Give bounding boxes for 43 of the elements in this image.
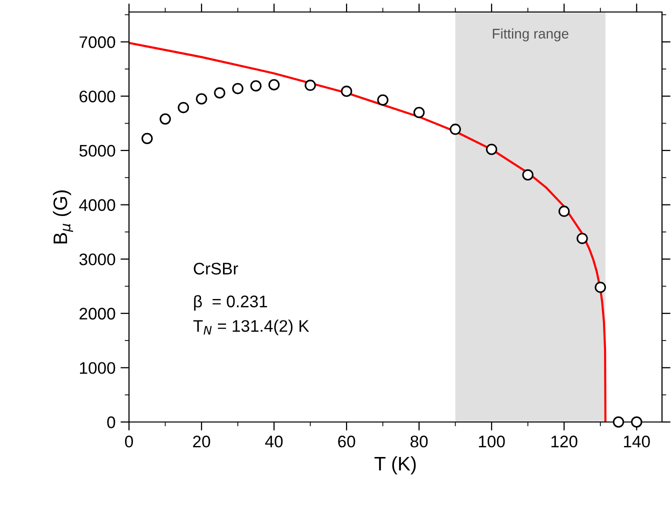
point bbox=[214, 87, 226, 99]
point bbox=[268, 79, 280, 90]
x-tick-label: 60 bbox=[338, 436, 356, 448]
annotation: T$_{N}$ = 131.4(2) K bbox=[193, 320, 310, 336]
line-series bbox=[129, 42, 606, 422]
x-tick-label: 120 bbox=[551, 436, 578, 448]
point bbox=[522, 169, 534, 181]
point bbox=[160, 113, 171, 125]
point bbox=[630, 416, 642, 428]
band-label: Fitting range bbox=[492, 28, 568, 42]
y-tick-label: 5000 bbox=[79, 144, 116, 157]
point bbox=[340, 86, 352, 97]
y-axis-title: B$_{μ}$ (G) bbox=[52, 190, 74, 244]
y-tick-label: 4000 bbox=[79, 199, 116, 211]
point bbox=[413, 106, 425, 118]
annotation: CrSBr bbox=[194, 262, 238, 275]
point bbox=[196, 93, 208, 105]
point bbox=[142, 132, 153, 144]
annotation: β = 0.231 bbox=[194, 295, 268, 311]
point bbox=[232, 82, 244, 94]
point bbox=[612, 416, 624, 428]
point bbox=[576, 232, 588, 244]
point bbox=[558, 206, 570, 217]
point bbox=[178, 102, 190, 114]
y-tick-label: 1000 bbox=[80, 362, 116, 374]
y-tick-label: 2000 bbox=[80, 308, 116, 320]
point bbox=[377, 94, 388, 106]
point bbox=[594, 282, 606, 293]
x-tick-label: 40 bbox=[265, 436, 283, 448]
point bbox=[304, 80, 316, 91]
x-tick-label: 100 bbox=[478, 436, 505, 448]
x-axis-title: T (K) bbox=[374, 456, 416, 474]
point bbox=[250, 80, 262, 92]
point bbox=[486, 144, 498, 156]
y-tick-label: 3000 bbox=[79, 253, 116, 266]
x-tick-label: 0 bbox=[125, 436, 133, 448]
x-tick-label: 20 bbox=[193, 436, 210, 448]
x-tick-label: 80 bbox=[410, 436, 428, 448]
x-tick-label: 140 bbox=[624, 436, 650, 448]
y-tick-label: 6000 bbox=[80, 90, 116, 102]
y-tick-label: 7000 bbox=[80, 36, 116, 48]
point bbox=[450, 124, 461, 135]
y-tick-label: 0 bbox=[107, 416, 116, 428]
